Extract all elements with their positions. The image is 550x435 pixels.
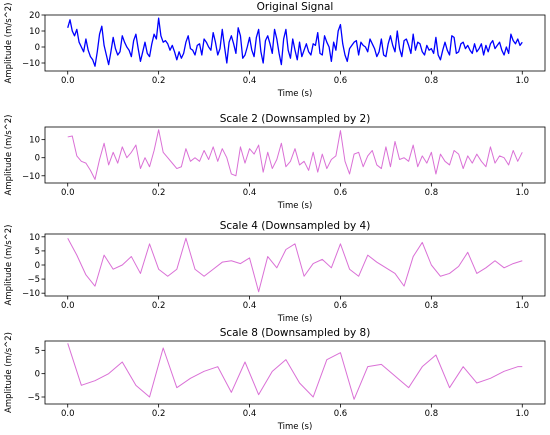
plot-frame [44,340,546,405]
x-tick-label: 0.6 [334,409,348,419]
y-tick-label: −5 [27,275,40,285]
y-tick-label: −10 [22,172,40,182]
panel-scale-4: Scale 4 (Downsampled by 4) 0.0 0.2 0.4 0.6 0.… [4,220,546,324]
y-axis-label: Amplitude (m/s^2) [4,115,14,196]
x-tick-label: 1.0 [516,301,530,311]
x-tick-label: 0.2 [152,301,166,311]
panel-scale-2: Scale 2 (Downsampled by 2) 0.0 0.2 0.4 0.6 0.… [4,113,546,211]
series-line [67,237,523,293]
y-axis-label: Amplitude (m/s^2) [4,225,14,306]
x-tick-label: 0.6 [334,301,348,311]
x-tick-label: 0.4 [243,301,257,311]
y-tick-label: −10 [22,289,40,299]
x-tick-label: 1.0 [516,409,530,419]
series-line [67,129,523,180]
x-tick-label: 0.8 [425,409,439,419]
y-tick-label: −10 [22,59,40,69]
y-tick-label: 10 [29,233,40,243]
series-line [67,343,523,400]
plot-frame [44,233,546,297]
plot-frame [44,14,546,72]
y-tick-label: −5 [27,393,40,403]
x-tick-label: 0.0 [61,301,75,311]
y-tick-label: 5 [35,346,40,356]
x-tick-label: 0.8 [425,76,439,86]
x-tick-label: 0.0 [61,76,75,86]
y-tick-label: 0 [35,43,40,53]
x-axis-label: Time (s) [277,422,313,432]
y-axis-label: Amplitude (m/s^2) [4,3,14,84]
y-tick-label: 0 [35,370,40,380]
panel-original-signal: Original Signal 0.0 0.2 0.4 0.6 0.8 1.0 −10 0 10 2… [4,1,546,99]
x-tick-label: 0.4 [243,76,257,86]
chart-title: Scale 8 (Downsampled by 8) [220,327,371,339]
y-tick-label: 5 [35,247,40,257]
y-tick-label: 0 [35,261,40,271]
x-tick-label: 0.8 [425,301,439,311]
chart-title: Scale 4 (Downsampled by 4) [220,220,371,232]
x-tick-label: 0.0 [61,409,75,419]
x-axis-label: Time (s) [277,314,313,324]
chart-title: Original Signal [257,1,334,13]
series-line [67,17,523,67]
x-tick-label: 0.0 [61,188,75,198]
y-tick-label: 10 [29,136,40,146]
x-axis-label: Time (s) [277,89,313,99]
x-axis-label: Time (s) [277,201,313,211]
x-tick-label: 0.6 [334,76,348,86]
x-tick-label: 0.4 [243,409,257,419]
y-axis-label: Amplitude (m/s^2) [4,332,14,413]
x-tick-label: 0.8 [425,188,439,198]
y-tick-label: 0 [35,154,40,164]
chart-title: Scale 2 (Downsampled by 2) [220,113,371,125]
x-tick-label: 0.2 [152,76,166,86]
x-tick-label: 0.2 [152,409,166,419]
x-tick-label: 1.0 [516,188,530,198]
x-tick-label: 1.0 [516,76,530,86]
x-tick-label: 0.4 [243,188,257,198]
x-tick-label: 0.6 [334,188,348,198]
panel-scale-8: Scale 8 (Downsampled by 8) 0.0 0.2 0.4 0.6 0.… [4,327,546,432]
y-tick-label: 20 [29,11,40,21]
plot-frame [44,126,546,184]
y-tick-label: 10 [29,27,40,37]
x-tick-label: 0.2 [152,188,166,198]
